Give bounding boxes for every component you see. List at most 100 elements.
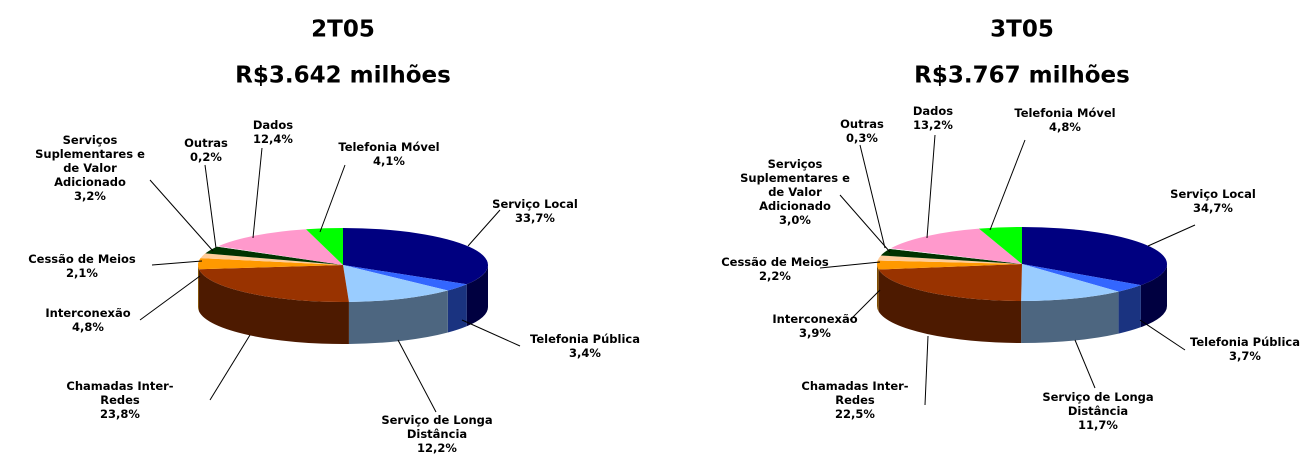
slice-label: Interconexão 3,9% [760, 312, 870, 340]
slice-top [1022, 227, 1167, 286]
slice-top [978, 227, 1022, 264]
slice-side [1021, 291, 1119, 343]
leader-line [461, 319, 521, 347]
slice-label: Serviço de Longa Distância 11,7% [1033, 390, 1163, 432]
slice-label: Serviços Suplementares e de Valor Adicio… [35, 133, 145, 203]
pie-slice [200, 253, 343, 265]
category-label: Serviços Suplementares e de Valor Adicio… [35, 133, 145, 189]
slice-top [877, 255, 1022, 264]
slice-label: Serviço de Longa Distância 12,2% [367, 413, 507, 455]
pie-slice [306, 228, 343, 265]
slice-label: Chamadas Inter-Redes 22,5% [800, 379, 910, 421]
category-label: Outras [184, 136, 228, 150]
leader-line [204, 164, 217, 249]
chart-title: 2T05 [311, 17, 375, 43]
slice-label: Outras 0,3% [832, 117, 892, 145]
pie-slice [217, 246, 343, 265]
category-label: Dados [252, 118, 294, 132]
slice-side [198, 265, 199, 312]
slice-label: Dados 13,2% [903, 104, 963, 132]
value-label: 12,2% [417, 441, 457, 455]
pie-slice [877, 255, 1022, 264]
slice-label: Serviço Local 34,7% [1158, 187, 1268, 215]
value-label: 34,7% [1193, 201, 1233, 215]
slice-top [1022, 264, 1141, 292]
value-label: 3,2% [74, 189, 106, 203]
pie-slice [218, 229, 343, 265]
slice-label: Telefonia Móvel 4,8% [1010, 106, 1120, 134]
value-label: 0,3% [846, 131, 878, 145]
pie-slice [889, 248, 1022, 264]
slice-side [348, 290, 448, 344]
category-label: Serviço de Longa Distância [381, 413, 493, 441]
leader-line [989, 139, 1026, 231]
chart-subtitle: R$3.767 milhões [914, 63, 1130, 89]
slice-label: Serviço Local 33,7% [480, 197, 590, 225]
pie-slice [1022, 227, 1167, 328]
value-label: 0,2% [190, 150, 222, 164]
category-label: Serviço Local [1170, 187, 1256, 201]
pie-slice [880, 248, 1022, 264]
value-label: 4,1% [373, 154, 405, 168]
value-label: 2,1% [66, 266, 98, 280]
slice-side [877, 264, 879, 312]
slice-top [878, 264, 1022, 301]
slice-side [878, 269, 1022, 343]
category-label: Telefonia Móvel [338, 140, 440, 154]
value-label: 2,2% [759, 269, 791, 283]
value-label: 13,2% [913, 118, 953, 132]
value-label: 4,8% [72, 320, 104, 334]
slice-top [198, 265, 349, 302]
category-label: Cessão de Meios [721, 255, 829, 269]
slice-top [205, 246, 343, 265]
category-label: Dados [912, 104, 954, 118]
value-label: 12,4% [253, 132, 293, 146]
value-label: 3,9% [799, 326, 831, 340]
slice-top [1021, 264, 1119, 301]
leader-line [319, 164, 346, 233]
slice-top [343, 265, 448, 302]
value-label: 3,4% [569, 346, 601, 360]
leader-line [1074, 339, 1096, 389]
slice-label: Outras 0,2% [176, 136, 236, 164]
slice-top [343, 265, 467, 291]
value-label: 3,0% [779, 213, 811, 227]
pie-slice [1022, 264, 1141, 334]
slice-label: Telefonia Móvel 4,1% [334, 140, 444, 168]
pie-slice [343, 265, 448, 344]
slice-label: Cessão de Meios 2,1% [22, 252, 142, 280]
category-label: Interconexão [772, 312, 858, 326]
slice-side [198, 269, 349, 344]
slice-top [890, 228, 1022, 264]
leader-line [151, 260, 203, 266]
category-label: Interconexão [45, 306, 131, 320]
leader-line [926, 134, 936, 239]
leader-line [467, 209, 501, 247]
category-label: Cessão de Meios [28, 252, 136, 266]
leader-line [149, 179, 214, 252]
leader-line [397, 339, 437, 413]
category-label: Telefonia Pública [530, 332, 640, 346]
slice-top [306, 228, 343, 265]
leader-line [839, 194, 891, 253]
leader-line [139, 275, 201, 321]
slice-label: Serviços Suplementares e de Valor Adicio… [740, 157, 850, 227]
category-label: Chamadas Inter-Redes [801, 379, 909, 407]
slice-label: Chamadas Inter-Redes 23,8% [65, 379, 175, 421]
leader-line [924, 335, 929, 406]
slice-top [200, 253, 343, 265]
slice-label: Telefonia Pública 3,4% [510, 332, 660, 360]
slice-top [880, 248, 1022, 264]
pie-slice [978, 227, 1022, 264]
leader-line [209, 334, 251, 401]
pie-slice [877, 260, 1022, 312]
leader-line [252, 147, 263, 239]
leader-line [1147, 224, 1196, 247]
chart-title: 3T05 [990, 17, 1054, 43]
leader-line [859, 144, 886, 249]
value-label: 4,8% [1049, 120, 1081, 134]
slice-top [198, 258, 343, 270]
slice-side [1140, 264, 1167, 328]
value-label: 3,7% [1229, 349, 1261, 363]
